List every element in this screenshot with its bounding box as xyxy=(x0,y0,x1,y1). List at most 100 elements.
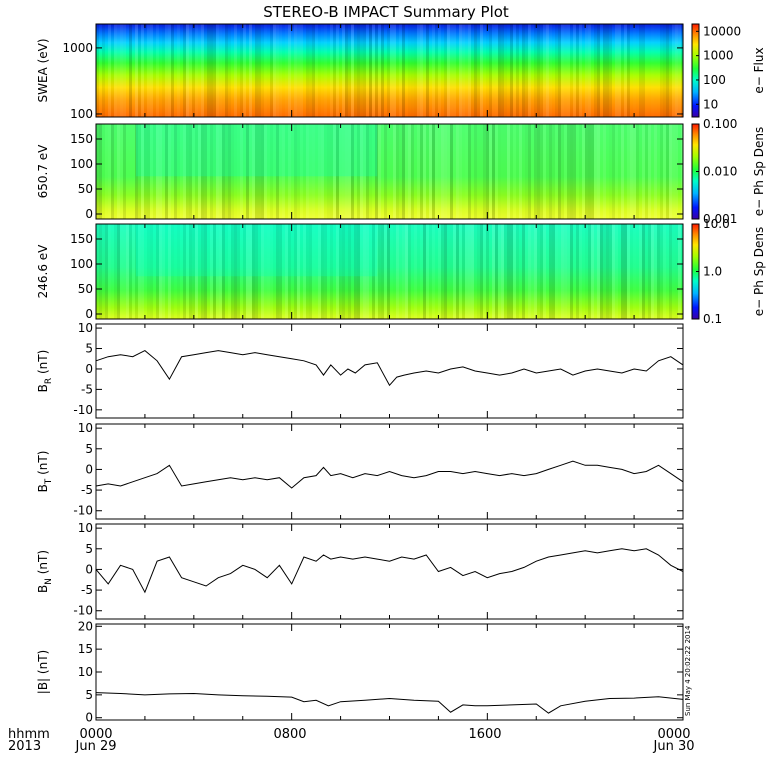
texture-stripe xyxy=(306,224,309,319)
texture-stripe xyxy=(168,24,171,117)
texture-stripe xyxy=(558,24,561,117)
texture-stripe xyxy=(117,24,120,117)
texture-stripe xyxy=(282,24,285,117)
texture-stripe xyxy=(603,224,606,319)
texture-stripe xyxy=(357,124,360,219)
texture-stripe xyxy=(600,124,603,219)
texture-stripe xyxy=(456,124,459,219)
texture-stripe xyxy=(477,24,480,117)
time-tick-3-date: Jun 30 xyxy=(653,739,695,754)
texture-stripe xyxy=(474,124,477,219)
texture-stripe xyxy=(501,24,504,117)
texture-stripe xyxy=(597,124,600,219)
texture-stripe xyxy=(633,24,636,117)
texture-stripe xyxy=(324,24,327,117)
texture-stripe xyxy=(618,124,621,219)
texture-stripe xyxy=(516,124,519,219)
texture-stripe xyxy=(540,124,543,219)
texture-stripe xyxy=(270,24,273,117)
texture-stripe xyxy=(675,24,678,117)
texture-stripe xyxy=(570,124,573,219)
panel-4: 10 5 0 -5 -10 BR (nT) xyxy=(36,321,684,419)
texture-stripe xyxy=(480,124,483,219)
texture-stripe xyxy=(237,224,240,319)
texture-stripe xyxy=(510,24,513,117)
texture-stripe xyxy=(642,224,645,319)
texture-stripe xyxy=(198,24,201,117)
texture-stripe xyxy=(396,224,399,319)
y-axis-label: BN (nT) xyxy=(36,550,54,593)
texture-stripe xyxy=(438,24,441,117)
texture-stripe xyxy=(450,224,453,319)
texture-stripe xyxy=(264,24,267,117)
texture-stripe xyxy=(594,24,597,117)
texture-stripe xyxy=(276,24,279,117)
texture-stripe xyxy=(660,24,663,117)
texture-stripe xyxy=(96,124,99,219)
texture-stripe xyxy=(483,24,486,117)
texture-stripe xyxy=(513,224,516,319)
texture-stripe xyxy=(654,24,657,117)
texture-stripe xyxy=(453,224,456,319)
texture-stripe xyxy=(393,24,396,117)
spectrogram-texture xyxy=(96,124,684,219)
texture-stripe xyxy=(672,124,675,219)
texture-stripe xyxy=(363,224,366,319)
texture-stripe xyxy=(201,124,204,219)
texture-stripe xyxy=(195,224,198,319)
texture-stripe xyxy=(486,224,489,319)
texture-stripe xyxy=(585,24,588,117)
texture-stripe xyxy=(402,224,405,319)
texture-stripe xyxy=(633,224,636,319)
spectrogram-region xyxy=(136,124,378,177)
texture-stripe xyxy=(165,124,168,219)
y-tick-label: 5 xyxy=(85,688,93,702)
texture-stripe xyxy=(675,124,678,219)
texture-stripe xyxy=(192,24,195,117)
texture-stripe xyxy=(453,24,456,117)
texture-stripe xyxy=(678,124,681,219)
series-line xyxy=(95,350,684,387)
texture-stripe xyxy=(99,124,102,219)
spectrogram-texture xyxy=(96,24,684,117)
texture-stripe xyxy=(606,224,609,319)
texture-stripe xyxy=(675,224,678,319)
spectrogram-texture xyxy=(96,224,681,319)
spectrogram-region xyxy=(136,224,378,277)
texture-stripe xyxy=(627,224,630,319)
texture-stripe xyxy=(618,224,621,319)
texture-stripe xyxy=(624,24,627,117)
texture-stripe xyxy=(249,224,252,319)
texture-stripe xyxy=(573,124,576,219)
texture-stripe xyxy=(549,224,552,319)
y-tick-label: 10 xyxy=(78,521,93,535)
texture-stripe xyxy=(144,24,147,117)
texture-stripe xyxy=(630,224,633,319)
texture-stripe xyxy=(168,224,171,319)
texture-stripe xyxy=(201,24,204,117)
texture-stripe xyxy=(444,124,447,219)
texture-stripe xyxy=(204,124,207,219)
texture-stripe xyxy=(345,124,348,219)
texture-stripe xyxy=(132,224,135,319)
texture-stripe xyxy=(300,124,303,219)
texture-stripe xyxy=(411,24,414,117)
texture-stripe xyxy=(459,24,462,117)
texture-stripe xyxy=(447,124,450,219)
texture-stripe xyxy=(486,124,489,219)
texture-stripe xyxy=(510,124,513,219)
texture-stripe xyxy=(249,124,252,219)
texture-stripe xyxy=(516,224,519,319)
texture-stripe xyxy=(594,124,597,219)
time-tick-0-date: Jun 29 xyxy=(75,739,117,754)
y-tick-label: 0 xyxy=(85,711,93,725)
texture-stripe xyxy=(546,224,549,319)
texture-stripe xyxy=(372,24,375,117)
texture-stripe xyxy=(210,124,213,219)
texture-stripe xyxy=(657,124,660,219)
texture-stripe xyxy=(369,24,372,117)
texture-stripe xyxy=(519,224,522,319)
texture-stripe xyxy=(462,24,465,117)
